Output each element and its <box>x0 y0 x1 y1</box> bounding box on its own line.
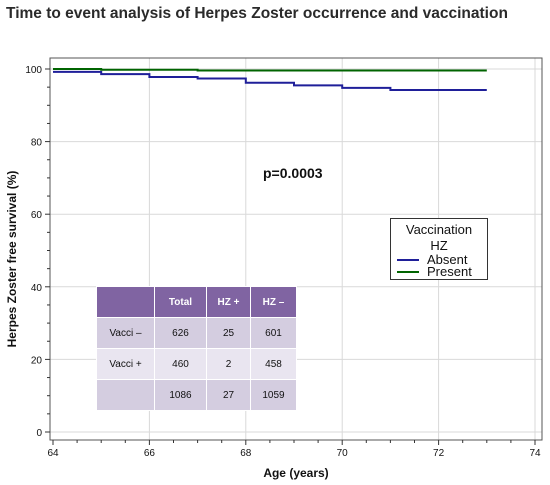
table-header-cell: HZ – <box>250 286 297 318</box>
table-cell <box>96 379 155 411</box>
axes: 0 20 40 60 80 100 64 66 68 70 72 74 <box>25 57 543 459</box>
y-axis-label: Herpes Zoster free survival (%) <box>5 171 19 348</box>
p-value-annotation: p=0.0003 <box>263 165 323 181</box>
plot-frame <box>49 57 543 441</box>
table-cell: 2 <box>206 348 251 380</box>
summary-table: Total HZ + HZ – Vacci – 626 25 601 Vacci… <box>96 286 297 411</box>
table-cell: Vacci + <box>96 348 155 380</box>
table-header-cell: Total <box>154 286 207 318</box>
table-header-cell <box>96 286 155 318</box>
y-tick-label: 60 <box>31 210 43 221</box>
table-row: 1086 27 1059 <box>96 379 297 411</box>
x-axis-label: Age (years) <box>263 466 328 480</box>
y-tick-label: 100 <box>25 65 42 76</box>
y-tick-label: 20 <box>31 355 43 366</box>
table-cell: 1086 <box>154 379 207 411</box>
y-tick-label: 0 <box>36 428 42 439</box>
table-cell: 601 <box>250 317 297 349</box>
legend-label-absent: Absent <box>427 252 468 267</box>
table-row: Vacci + 460 2 458 <box>96 348 297 380</box>
legend-swatch-absent <box>397 259 419 261</box>
chart-title: Time to event analysis of Herpes Zoster … <box>6 5 508 22</box>
legend-subtitle: HZ <box>430 238 448 253</box>
x-tick-label: 68 <box>240 448 252 459</box>
survival-line-absent <box>53 70 487 92</box>
table-header-cell: HZ + <box>206 286 251 318</box>
table-cell: 626 <box>154 317 207 349</box>
survival-line-present <box>53 68 487 72</box>
table-cell: 460 <box>154 348 207 380</box>
legend: Vaccination HZ Absent Present <box>390 218 488 280</box>
table-row: Vacci – 626 25 601 <box>96 317 297 349</box>
table-cell: 458 <box>250 348 297 380</box>
y-tick-label: 80 <box>31 138 43 149</box>
table-cell: Vacci – <box>96 317 155 349</box>
x-tick-label: 66 <box>144 448 156 459</box>
table-cell: 27 <box>206 379 251 411</box>
x-tick-label: 64 <box>47 448 59 459</box>
table-header-row: Total HZ + HZ – <box>96 286 297 318</box>
table-cell: 1059 <box>250 379 297 411</box>
x-tick-label: 74 <box>529 448 541 459</box>
x-tick-label: 70 <box>337 448 349 459</box>
table-cell: 25 <box>206 317 251 349</box>
x-tick-label: 72 <box>433 448 445 459</box>
survival-curves <box>53 68 487 92</box>
legend-swatch-present <box>397 271 419 273</box>
y-tick-label: 40 <box>31 283 43 294</box>
legend-title: Vaccination <box>405 222 473 237</box>
legend-label-present: Present <box>427 264 472 279</box>
